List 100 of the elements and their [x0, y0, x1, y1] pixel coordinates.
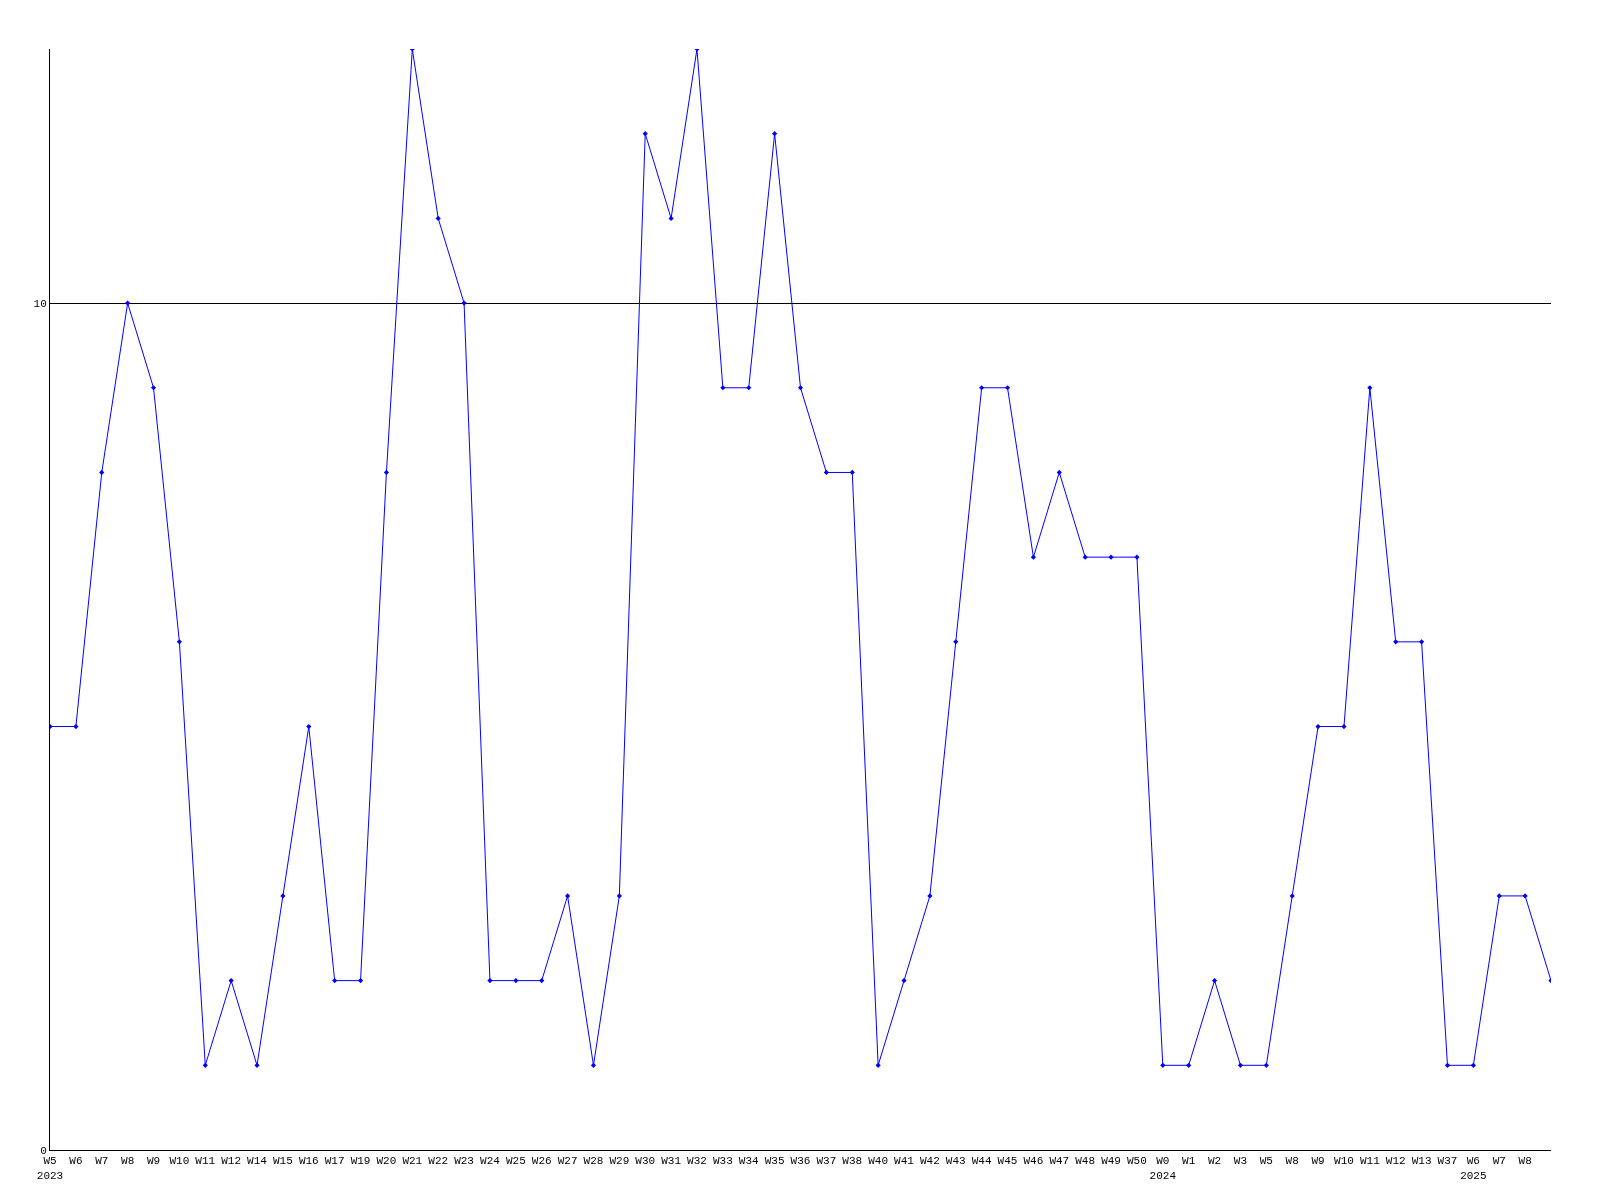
x-tick-label: W24	[480, 1155, 501, 1168]
x-tick-label: W22	[428, 1155, 449, 1168]
x-tick-label: W20	[376, 1155, 397, 1168]
point	[797, 385, 804, 391]
x-tick-label: W28	[583, 1155, 604, 1168]
point	[875, 1062, 881, 1068]
point	[1186, 1062, 1192, 1068]
x-tick-label: W29	[609, 1155, 630, 1168]
x-tick-label: W50	[1127, 1155, 1147, 1168]
x-tick-label: W40	[868, 1155, 889, 1168]
point	[73, 723, 79, 730]
point	[1263, 1062, 1269, 1068]
x-tick-label: W0 2024	[1149, 1155, 1177, 1182]
point	[616, 893, 622, 899]
x-tick-label: W12	[1385, 1155, 1406, 1168]
x-tick-label: W13	[1411, 1155, 1432, 1168]
x-tick-label: W12	[221, 1155, 242, 1168]
x-tick-label: W43	[945, 1155, 966, 1168]
point	[383, 469, 390, 476]
x-tick-label: W25	[505, 1155, 526, 1168]
x-tick-label: W34	[738, 1155, 760, 1168]
point	[1419, 639, 1425, 645]
x-tick-label: W30	[635, 1155, 656, 1168]
x-tick-label: W47	[1049, 1155, 1070, 1168]
point	[979, 385, 985, 391]
x-tick-label: W17	[324, 1155, 345, 1168]
point	[1056, 469, 1062, 476]
x-tick-label: W46	[1023, 1155, 1044, 1168]
point	[513, 978, 519, 984]
x-tick-label: W27	[557, 1155, 578, 1168]
x-tick-label: W10	[169, 1155, 190, 1168]
x-tick-label: W11	[195, 1155, 216, 1168]
x-tick-label: W8	[1285, 1155, 1299, 1168]
x-tick-label: W37	[816, 1155, 837, 1168]
point	[901, 978, 907, 984]
point	[125, 300, 131, 306]
point	[487, 978, 493, 984]
x-tick-label: W21	[402, 1155, 423, 1168]
x-tick-label: W5	[1259, 1155, 1273, 1168]
x-tick-label: W16	[298, 1155, 319, 1168]
point	[1211, 978, 1218, 984]
x-tick-label: W42	[919, 1155, 940, 1168]
x-tick-label: W38	[842, 1155, 863, 1168]
point	[306, 723, 312, 730]
point	[202, 1062, 208, 1068]
point	[99, 469, 105, 476]
x-tick-label: W6	[69, 1155, 83, 1168]
x-tick-label: W1	[1182, 1155, 1196, 1168]
x-tick-label: W5 2023	[36, 1155, 64, 1182]
point	[746, 385, 752, 391]
y-tick-label: 0	[40, 1144, 47, 1157]
x-tick-label: W36	[790, 1155, 811, 1168]
x-tick-label: W45	[997, 1155, 1018, 1168]
x-tick-label: W31	[661, 1155, 682, 1168]
point	[1004, 385, 1011, 391]
x-tick-label: W8	[1518, 1155, 1532, 1168]
x-tick-label: W10	[1334, 1155, 1354, 1168]
x-tick-label: W2	[1207, 1155, 1222, 1168]
point	[1470, 1062, 1476, 1068]
x-tick-label: W19	[350, 1155, 371, 1168]
x-tick-label: W37	[1437, 1155, 1458, 1168]
point	[1444, 1062, 1451, 1068]
point	[823, 469, 829, 476]
point	[1030, 554, 1037, 560]
x-tick-label: W35	[764, 1155, 785, 1168]
x-tick-label: W44	[971, 1155, 992, 1168]
line-series	[50, 49, 1551, 1068]
x-tick-label: W41	[894, 1155, 915, 1168]
point	[642, 131, 648, 137]
x-tick-label: W23	[454, 1155, 474, 1168]
point	[772, 131, 778, 137]
x-tick-label: W8	[121, 1155, 135, 1168]
point	[1160, 1062, 1166, 1068]
point	[668, 215, 674, 221]
point	[150, 385, 157, 391]
x-tick-label: W32	[687, 1155, 707, 1168]
point	[564, 893, 571, 899]
x-tick-label: W9	[146, 1155, 161, 1168]
x-tick-label: W26	[531, 1155, 552, 1168]
x-tick-label: W48	[1075, 1155, 1096, 1168]
point	[357, 978, 364, 984]
y-tick-label: 10	[33, 297, 47, 310]
point	[1393, 639, 1399, 645]
x-tick-label: W7	[95, 1155, 109, 1168]
point	[1341, 723, 1347, 730]
point	[1367, 385, 1373, 391]
x-tick-label: W7	[1492, 1155, 1506, 1168]
point	[435, 215, 441, 221]
x-tick-label: W9	[1311, 1155, 1325, 1168]
x-tick-label: W15	[273, 1155, 293, 1168]
x-tick-label: W14	[247, 1155, 268, 1168]
point	[176, 639, 182, 645]
point	[849, 469, 855, 476]
x-tick-label: W33	[712, 1155, 733, 1168]
point	[1237, 1062, 1244, 1068]
point	[539, 978, 545, 984]
point	[590, 1062, 597, 1068]
point	[228, 978, 234, 984]
x-tick-label: W6 2025	[1460, 1155, 1487, 1182]
x-tick-label: W11	[1359, 1155, 1381, 1168]
